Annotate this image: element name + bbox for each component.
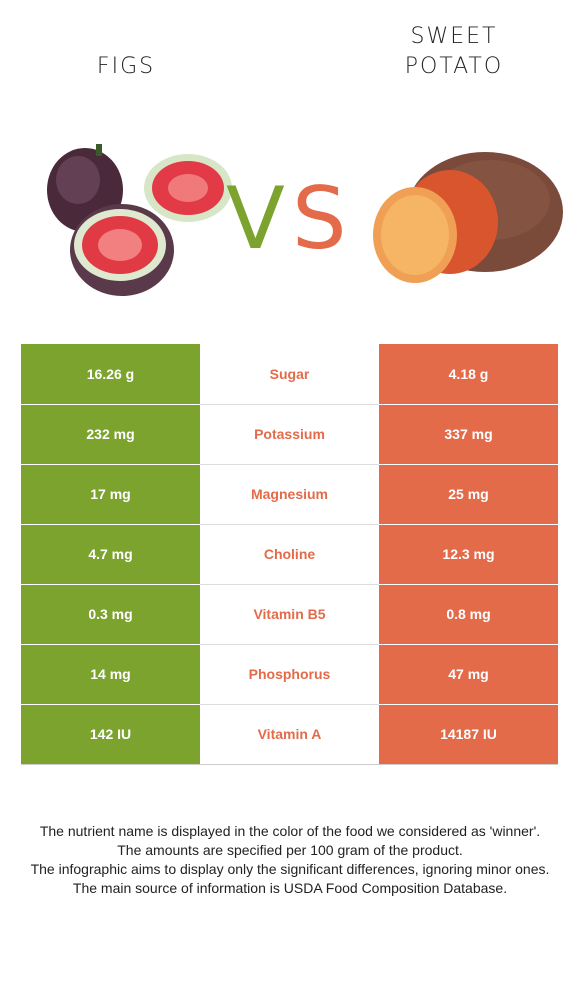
sweet-potato-value: 47 mg: [379, 644, 558, 705]
nutrient-name: Choline: [200, 524, 379, 585]
vs-label: V S: [226, 170, 347, 260]
figs-value: 0.3 mg: [21, 584, 200, 645]
vs-v: V: [226, 170, 285, 260]
table-row: 0.3 mg Vitamin B5 0.8 mg: [21, 584, 558, 645]
sweet-potato-value: 25 mg: [379, 464, 558, 525]
nutrient-name: Magnesium: [200, 464, 379, 525]
halved-fig-bottom-icon: [70, 204, 174, 296]
figs-value: 14 mg: [21, 644, 200, 705]
sweet-potato-value: 12.3 mg: [379, 524, 558, 585]
footnote-line: The infographic aims to display only the…: [30, 861, 550, 877]
table-row: 16.26 g Sugar 4.18 g: [21, 344, 558, 405]
footnote-line: The amounts are specified per 100 gram o…: [117, 842, 463, 858]
footnote-line: The nutrient name is displayed in the co…: [39, 823, 541, 839]
right-food-title: SWEET POTATO: [404, 24, 504, 79]
halved-fig-top-icon: [144, 154, 232, 222]
table-row: 17 mg Magnesium 25 mg: [21, 464, 558, 525]
sweet-potato-value: 14187 IU: [379, 704, 558, 765]
nutrient-name: Phosphorus: [200, 644, 379, 705]
sweet-potato-value: 337 mg: [379, 404, 558, 465]
sweet-potato-icon: [373, 152, 563, 283]
left-food-title: FIGS: [96, 54, 156, 79]
sweet-potato-value: 4.18 g: [379, 344, 558, 405]
figs-value: 17 mg: [21, 464, 200, 525]
nutrient-comparison-table: 16.26 g Sugar 4.18 g 232 mg Potassium 337 mg 1…: [21, 344, 558, 765]
nutrient-name: Vitamin B5: [200, 584, 379, 645]
figs-value: 142 IU: [21, 704, 200, 765]
footnote: The nutrient name is displayed in the co…: [20, 822, 560, 898]
figs-image: [30, 130, 250, 310]
figs-value: 16.26 g: [21, 344, 200, 405]
vs-s: S: [292, 170, 347, 260]
nutrient-name: Vitamin A: [200, 704, 379, 765]
footnote-line: The main source of information is USDA F…: [72, 880, 508, 896]
nutrient-name: Potassium: [200, 404, 379, 465]
table-row: 14 mg Phosphorus 47 mg: [21, 644, 558, 705]
nutrient-name: Sugar: [200, 344, 379, 405]
figs-value: 232 mg: [21, 404, 200, 465]
figs-value: 4.7 mg: [21, 524, 200, 585]
table-row: 142 IU Vitamin A 14187 IU: [21, 704, 558, 765]
sweet-potato-image: [360, 130, 570, 310]
table-row: 4.7 mg Choline 12.3 mg: [21, 524, 558, 585]
table-row: 232 mg Potassium 337 mg: [21, 404, 558, 465]
sweet-potato-value: 0.8 mg: [379, 584, 558, 645]
